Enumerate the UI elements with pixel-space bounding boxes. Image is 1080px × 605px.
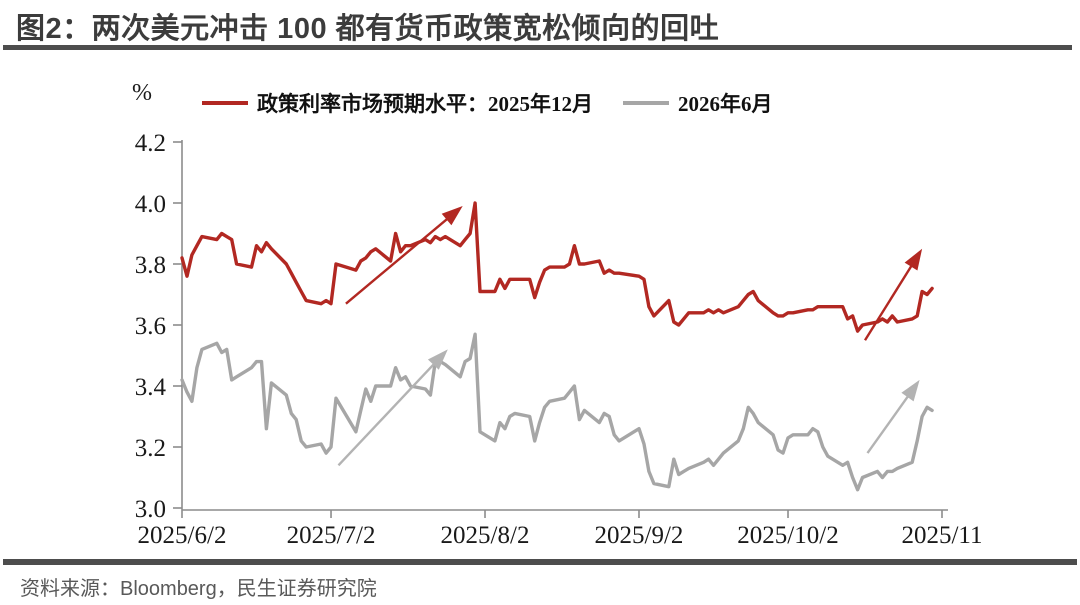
chart-legend: 政策利率市场预期水平：2025年12月 2026年6月 <box>202 88 773 118</box>
legend-line-gray <box>623 101 669 105</box>
source-note: 资料来源：Bloomberg，民生证券研究院 <box>20 578 377 600</box>
x-tick-label: 2025/10/2 <box>737 522 838 549</box>
series-line-gray <box>180 332 934 492</box>
gray-uptrend-october-head <box>901 379 920 402</box>
x-tick-label: 2025/11 <box>901 522 982 549</box>
x-tick-label: 2025/7/2 <box>287 522 376 549</box>
y-tick-label: 3.6 <box>135 313 166 340</box>
y-axis-unit-label: % <box>132 80 152 106</box>
red-uptrend-july-shaft <box>345 212 455 305</box>
title-divider <box>3 45 1072 50</box>
trend-arrows-group <box>337 206 923 467</box>
x-tick-label: 2025/9/2 <box>595 522 684 549</box>
legend-line-red <box>202 101 248 105</box>
legend-label-dec2025: 政策利率市场预期水平：2025年12月 <box>257 92 593 116</box>
legend-label-jun2026: 2026年6月 <box>678 92 773 116</box>
footer-divider <box>3 559 1077 565</box>
x-tick-label: 2025/6/2 <box>138 522 227 549</box>
gray-uptrend-july-shaft <box>337 356 441 467</box>
red-uptrend-october-head <box>904 248 923 271</box>
figure-title: 图2：两次美元冲击 100 都有货币政策宽松倾向的回吐 <box>16 13 720 45</box>
y-tick-label: 4.0 <box>135 191 166 218</box>
series-line-red <box>180 201 934 333</box>
y-tick-label: 3.2 <box>135 435 166 462</box>
y-tick-label: 4.2 <box>135 130 166 157</box>
gray-uptrend-october-shaft <box>866 388 914 454</box>
red-uptrend-october-shaft <box>863 257 918 341</box>
y-tick-label: 3.4 <box>135 374 167 401</box>
x-tick-label: 2025/8/2 <box>441 522 530 549</box>
red-uptrend-july-head <box>441 206 463 226</box>
series-lines-group <box>180 201 934 492</box>
y-tick-label: 3.0 <box>135 496 166 523</box>
gray-uptrend-july-head <box>427 349 448 370</box>
y-tick-label: 3.8 <box>135 252 166 279</box>
